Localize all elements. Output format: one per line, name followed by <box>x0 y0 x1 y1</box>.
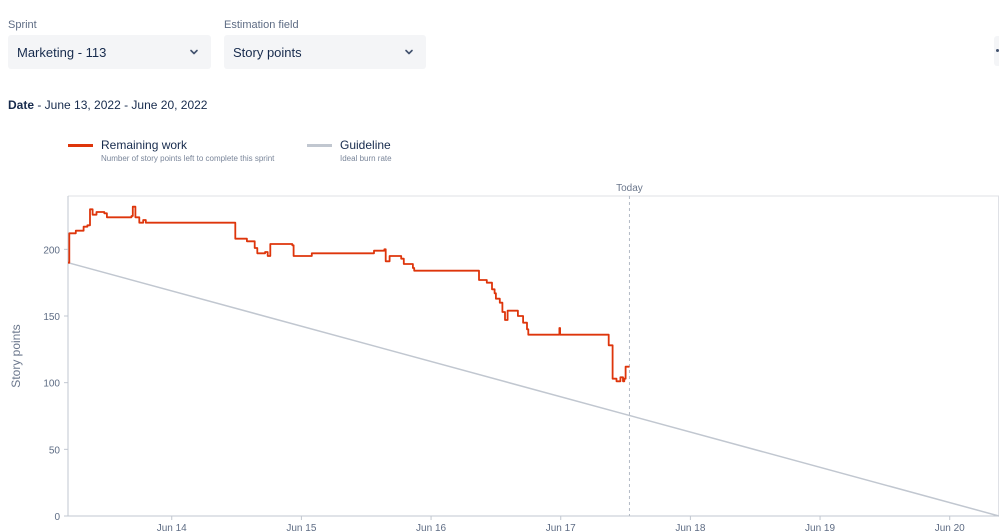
legend-guideline: Guideline Ideal burn rate <box>307 137 392 165</box>
more-actions-icon[interactable] <box>994 36 999 66</box>
legend-remaining-work: Remaining work Number of story points le… <box>68 137 274 165</box>
y-tick-label: 200 <box>43 245 60 256</box>
chevron-down-icon <box>190 49 198 55</box>
sprint-select-value: Marketing - 113 <box>17 44 107 60</box>
legend-desc-guideline: Ideal burn rate <box>340 154 392 163</box>
legend-swatch-guideline <box>307 144 332 147</box>
legend-title-remaining: Remaining work <box>101 138 188 152</box>
legend-title-guideline: Guideline <box>340 138 391 152</box>
date-range-text: - June 13, 2022 - June 20, 2022 <box>34 98 208 112</box>
date-range-label: Date <box>8 98 35 112</box>
y-tick-label: 0 <box>54 512 60 523</box>
x-tick-label: Jun 20 <box>935 523 965 532</box>
x-tick-label: Jun 16 <box>416 523 446 532</box>
today-label: Today <box>616 183 643 194</box>
sprint-select[interactable]: Marketing - 113 <box>8 35 211 69</box>
x-tick-label: Jun 14 <box>157 523 187 532</box>
x-tick-label: Jun 19 <box>805 523 835 532</box>
estimation-select[interactable]: Story points <box>224 35 426 69</box>
legend-desc-remaining: Number of story points left to complete … <box>101 154 275 163</box>
y-tick-label: 50 <box>49 445 61 456</box>
series-line-remaining-work <box>68 205 630 383</box>
sprint-label: Sprint <box>8 19 37 31</box>
legend-swatch-remaining <box>68 144 93 147</box>
series-line-guideline <box>67 261 999 517</box>
y-tick-label: 100 <box>43 379 60 390</box>
chevron-down-icon <box>405 49 413 55</box>
date-range: Date - June 13, 2022 - June 20, 2022 <box>8 98 207 112</box>
x-tick-label: Jun 17 <box>546 523 576 532</box>
y-tick-label: 150 <box>43 312 60 323</box>
y-axis-title: Story points <box>9 324 23 387</box>
x-tick-label: Jun 18 <box>675 523 705 532</box>
estimation-label: Estimation field <box>224 19 299 31</box>
x-tick-label: Jun 15 <box>286 523 316 532</box>
estimation-select-value: Story points <box>233 44 302 60</box>
